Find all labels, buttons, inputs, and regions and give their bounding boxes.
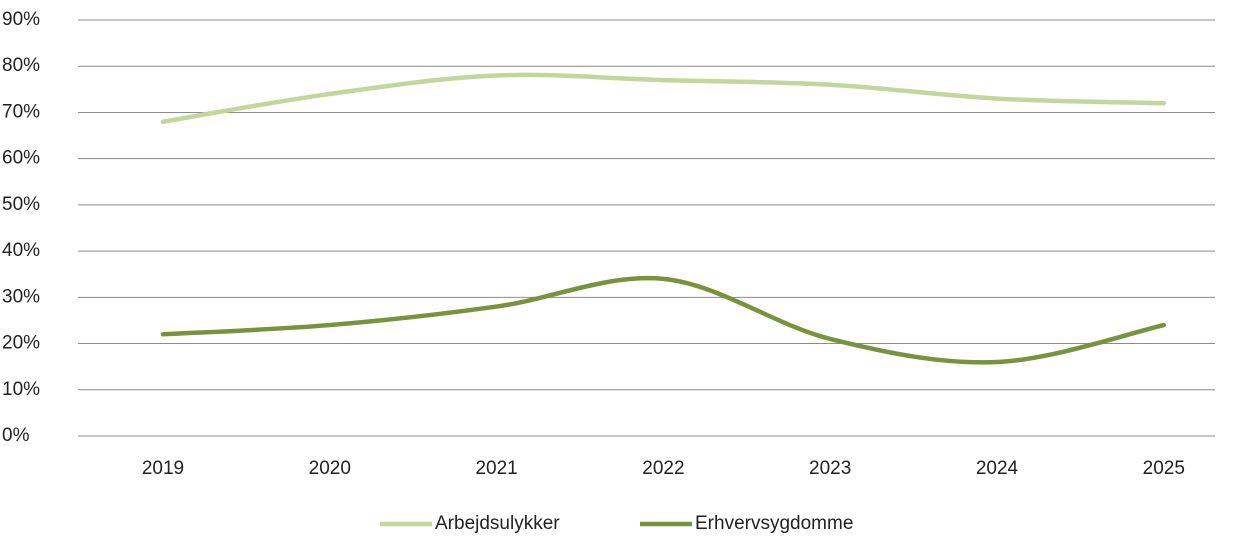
- x-tick-label: 2024: [976, 458, 1019, 479]
- y-tick-label: 60%: [2, 148, 40, 169]
- y-tick-label: 30%: [2, 286, 40, 307]
- x-tick-label: 2019: [142, 458, 184, 479]
- y-tick-label: 40%: [2, 240, 40, 261]
- x-tick-label: 2023: [809, 458, 851, 479]
- x-tick-label: 2025: [1143, 458, 1185, 479]
- y-tick-label: 0%: [2, 425, 30, 446]
- x-tick-label: 2020: [309, 458, 351, 479]
- legend-label: Erhvervsygdomme: [695, 513, 853, 534]
- x-tick-label: 2022: [642, 458, 684, 479]
- y-tick-label: 90%: [2, 9, 40, 30]
- series-line: [160, 275, 1167, 365]
- legend-label: Arbejdsulykker: [435, 513, 560, 534]
- y-tick-label: 80%: [2, 55, 40, 76]
- y-tick-label: 20%: [2, 333, 40, 354]
- y-tick-label: 50%: [2, 194, 40, 215]
- series-line: [160, 72, 1167, 124]
- x-tick-label: 2021: [475, 458, 517, 479]
- y-tick-label: 70%: [2, 101, 40, 122]
- y-tick-label: 10%: [2, 379, 40, 400]
